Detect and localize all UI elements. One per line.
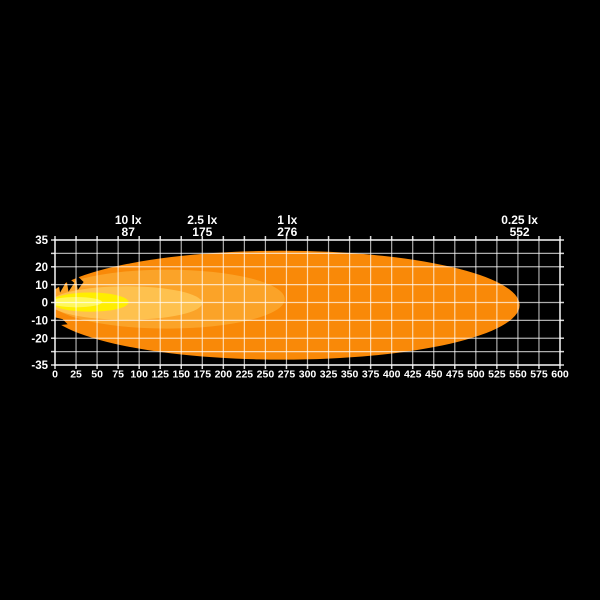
x-tick-label-175: 175 (194, 369, 212, 381)
x-tick-label-500: 500 (467, 369, 485, 381)
tip-claw-notch-2 (65, 275, 75, 292)
x-tick-label-350: 350 (341, 369, 359, 381)
y-tick-label--35: -35 (31, 360, 48, 372)
x-tick-label-450: 450 (425, 369, 443, 381)
x-tick-label-125: 125 (151, 369, 169, 381)
x-tick-label-575: 575 (530, 369, 548, 381)
isolux-annotation-lux: 2.5 lx (187, 213, 217, 227)
isolux-annotation-distance: 552 (510, 225, 530, 239)
x-tick-label-50: 50 (91, 369, 103, 381)
y-tick-label-35: 35 (35, 235, 48, 247)
y-tick-label-20: 20 (35, 262, 48, 274)
x-tick-label-300: 300 (299, 369, 317, 381)
x-tick-label-0: 0 (52, 369, 58, 381)
y-tick-label--10: -10 (31, 315, 48, 327)
x-tick-label-275: 275 (278, 369, 296, 381)
isolux-annotation-lux: 10 lx (115, 213, 142, 227)
isolux-annotation-distance: 87 (122, 225, 136, 239)
x-tick-label-425: 425 (404, 369, 422, 381)
x-tick-label-25: 25 (70, 369, 82, 381)
x-tick-label-150: 150 (172, 369, 190, 381)
x-tick-label-200: 200 (215, 369, 233, 381)
y-axis-labels: 35 20 10 0 -10 -20 -35 (31, 235, 48, 372)
isolux-annotation-distance: 276 (277, 225, 297, 239)
plot-border-group (51, 236, 564, 369)
x-tick-label-475: 475 (446, 369, 464, 381)
tip-claw-notch-3 (75, 273, 84, 290)
x-tick-label-600: 600 (551, 369, 569, 381)
y-tick-label-0: 0 (42, 298, 48, 310)
isolux-annotation-lux: 1 lx (277, 213, 297, 227)
x-tick-label-400: 400 (383, 369, 401, 381)
x-tick-label-550: 550 (509, 369, 527, 381)
x-tick-label-325: 325 (320, 369, 338, 381)
x-tick-label-250: 250 (257, 369, 275, 381)
y-tick-label--20: -20 (31, 333, 48, 345)
x-tick-label-100: 100 (130, 369, 148, 381)
x-tick-label-225: 225 (236, 369, 254, 381)
x-axis-labels: 0 25 50 75 100 125 150 175 200 225 250 275 300 325 350… (52, 369, 569, 381)
y-tick-label-10: 10 (35, 280, 48, 292)
isolux-annotation-distance: 175 (192, 225, 212, 239)
x-tick-label-525: 525 (488, 369, 506, 381)
tip-lower-notch (55, 317, 68, 325)
isolux-annotation-lux: 0.25 lx (501, 213, 538, 227)
x-tick-label-75: 75 (112, 369, 124, 381)
x-tick-label-375: 375 (362, 369, 380, 381)
